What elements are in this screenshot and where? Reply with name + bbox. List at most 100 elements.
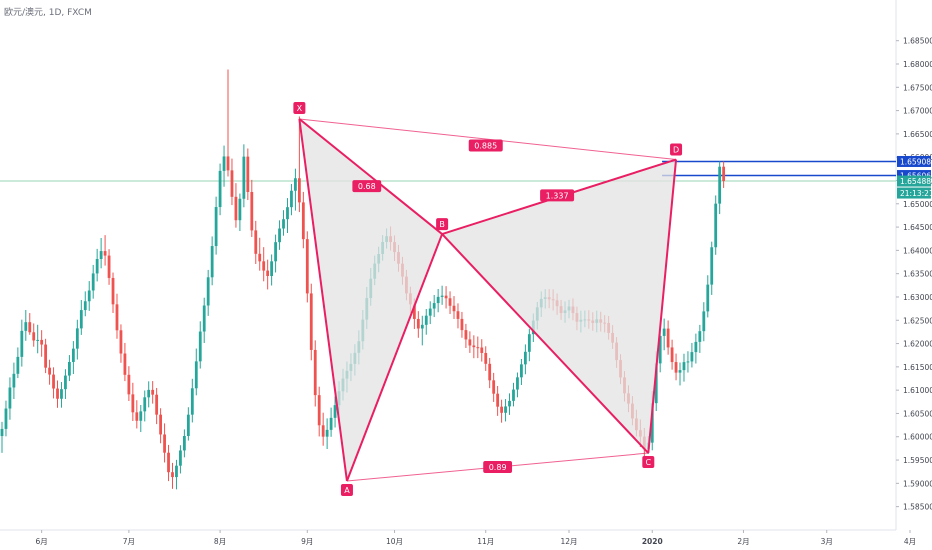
point-label: B bbox=[439, 220, 445, 229]
candle-body bbox=[238, 198, 242, 221]
ratio-label-box bbox=[468, 139, 503, 152]
candle-body bbox=[36, 339, 40, 341]
candle-body bbox=[714, 203, 718, 248]
y-tick-label: 1.63000 bbox=[903, 293, 932, 302]
candle-body bbox=[424, 315, 428, 325]
candle-body bbox=[682, 362, 686, 371]
candle-body bbox=[504, 406, 507, 413]
price-tag-label: 1.65908 bbox=[900, 157, 931, 166]
x-tick-label: 3月 bbox=[821, 537, 833, 546]
candle-body bbox=[155, 394, 159, 415]
candle-body bbox=[198, 331, 202, 362]
candle-body bbox=[91, 273, 95, 291]
candle-body bbox=[20, 330, 24, 357]
candle-body bbox=[313, 349, 317, 396]
x-tick-label: 6月 bbox=[36, 537, 48, 546]
y-tick-label: 1.62500 bbox=[903, 316, 932, 325]
candle-body bbox=[103, 251, 107, 256]
candle-body bbox=[210, 246, 214, 278]
candle-body bbox=[325, 429, 329, 437]
bcd-triangle bbox=[442, 159, 677, 454]
candle-body bbox=[333, 405, 337, 418]
candle-body bbox=[171, 472, 174, 478]
candle-body bbox=[678, 370, 682, 373]
countdown-label: 21:13:21 bbox=[900, 189, 932, 198]
ratio-label-box bbox=[540, 189, 575, 202]
y-tick-label: 1.65000 bbox=[903, 200, 932, 209]
candle-body bbox=[24, 322, 28, 331]
xab-triangle bbox=[299, 118, 443, 482]
candle-body bbox=[131, 394, 135, 413]
candle-body bbox=[87, 290, 91, 302]
candle-body bbox=[254, 230, 258, 254]
candle-body bbox=[480, 347, 484, 353]
x-tick-label: 7月 bbox=[123, 537, 135, 546]
y-tick-label: 1.64500 bbox=[903, 223, 932, 232]
candle-body bbox=[44, 344, 48, 368]
candle-body bbox=[301, 202, 305, 240]
pattern-ratio-line bbox=[299, 118, 677, 161]
y-tick-label: 1.59500 bbox=[903, 456, 932, 465]
candle-body bbox=[262, 261, 266, 271]
y-tick-label: 1.68000 bbox=[903, 60, 932, 69]
candle-body bbox=[147, 389, 151, 398]
candle-body bbox=[492, 380, 496, 394]
ratio-label-box bbox=[352, 180, 382, 193]
candle-body bbox=[12, 373, 16, 388]
candle-body bbox=[95, 258, 99, 274]
candle-body bbox=[650, 403, 654, 443]
candle-body bbox=[175, 465, 178, 478]
candle-body bbox=[111, 277, 115, 305]
price-tag bbox=[897, 155, 931, 167]
point-label: A bbox=[344, 486, 350, 495]
candle-body bbox=[60, 389, 63, 399]
candle-body bbox=[286, 207, 289, 220]
candle-body bbox=[135, 412, 139, 421]
candle-body bbox=[234, 196, 238, 221]
candle-body bbox=[702, 311, 706, 332]
candle-body bbox=[182, 436, 186, 451]
candle-body bbox=[440, 295, 444, 297]
x-tick-label: 2020 bbox=[642, 537, 663, 546]
candle-body bbox=[8, 387, 12, 409]
chart-title: 欧元/澳元, 1D, FXCM bbox=[4, 8, 92, 18]
point-label: C bbox=[645, 458, 651, 467]
candle-body bbox=[297, 178, 301, 203]
point-label: X bbox=[297, 104, 303, 113]
ratio-label-box bbox=[483, 461, 513, 474]
candle-body bbox=[309, 293, 313, 350]
candle-body bbox=[270, 261, 274, 277]
candle-body bbox=[218, 170, 222, 208]
candle-body bbox=[670, 347, 674, 363]
candle-body bbox=[484, 352, 488, 364]
candle-body bbox=[16, 356, 20, 374]
candle-body bbox=[412, 304, 416, 319]
candle-body bbox=[64, 375, 67, 390]
y-tick-label: 1.59000 bbox=[903, 479, 932, 488]
candle-body bbox=[488, 363, 492, 381]
candle-body bbox=[68, 361, 71, 376]
candle-body bbox=[0, 428, 4, 437]
candle-body bbox=[698, 331, 702, 342]
candle-body bbox=[139, 411, 143, 421]
candle-body bbox=[496, 393, 500, 407]
candle-body bbox=[329, 417, 333, 430]
candle-body bbox=[658, 335, 662, 364]
candle-body bbox=[690, 352, 694, 362]
point-label-box bbox=[670, 143, 683, 156]
x-tick-label: 8月 bbox=[214, 537, 226, 546]
candle-body bbox=[527, 334, 531, 352]
candle-body bbox=[56, 388, 59, 399]
candle-body bbox=[163, 434, 166, 453]
candle-body bbox=[119, 330, 123, 354]
horizontal-levels bbox=[0, 160, 896, 182]
grid bbox=[0, 0, 897, 531]
candle-body bbox=[520, 364, 523, 378]
candle-body bbox=[472, 345, 476, 348]
candle-body bbox=[230, 170, 234, 197]
candle-body bbox=[266, 270, 270, 277]
y-tick-label: 1.61000 bbox=[903, 386, 932, 395]
candle-body bbox=[722, 166, 726, 182]
point-label-box bbox=[340, 484, 353, 497]
